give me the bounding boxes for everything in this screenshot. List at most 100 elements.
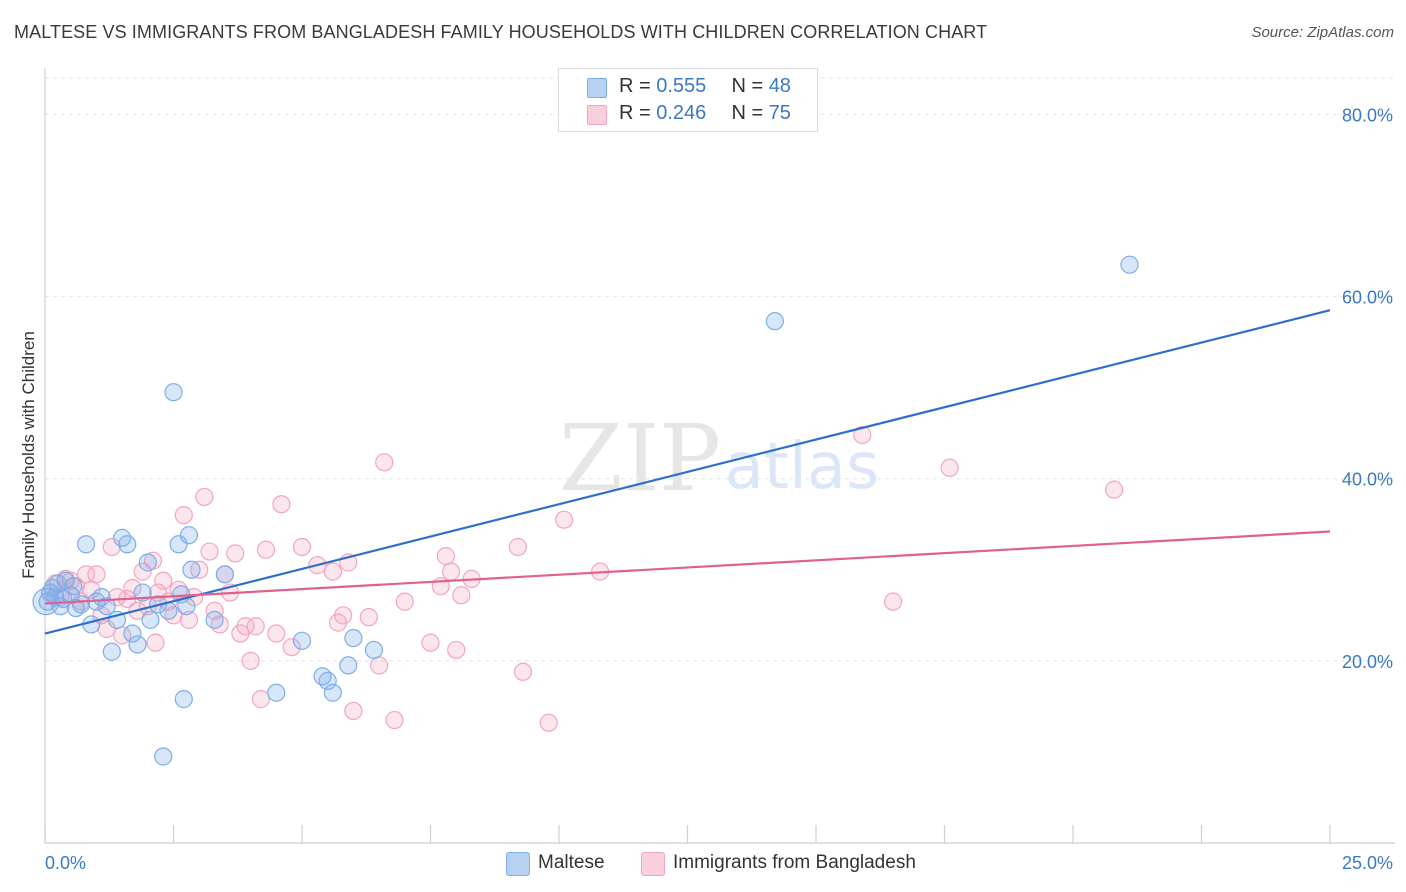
maltese-point bbox=[64, 577, 83, 596]
legend-r-label: R = bbox=[619, 102, 657, 124]
bangladesh-point bbox=[146, 633, 165, 652]
bangladesh-point bbox=[174, 506, 193, 525]
maltese-point bbox=[182, 560, 201, 579]
bangladesh-point bbox=[282, 638, 301, 657]
bangladesh-point bbox=[385, 710, 404, 730]
bangladesh-point bbox=[452, 586, 471, 605]
bangladesh-point bbox=[853, 425, 872, 445]
data-points bbox=[32, 255, 1139, 766]
bangladesh-point bbox=[123, 578, 142, 598]
maltese-point bbox=[344, 628, 363, 648]
bangladesh-point bbox=[513, 662, 533, 681]
series-swatch-maltese bbox=[506, 852, 530, 876]
bangladesh-point bbox=[323, 562, 342, 581]
series-swatch-bangladesh bbox=[641, 852, 665, 876]
maltese-point bbox=[164, 383, 183, 402]
legend-text-bangladesh: R = 0.246 N = 75 bbox=[619, 102, 791, 125]
maltese-point bbox=[292, 631, 312, 650]
legend-n-label: N = bbox=[731, 75, 769, 97]
bangladesh-point bbox=[334, 606, 353, 625]
legend-swatch-maltese bbox=[587, 78, 607, 98]
maltese-point bbox=[205, 610, 224, 629]
bangladesh-point bbox=[226, 544, 245, 563]
y-tick-label: 20.0% bbox=[1342, 652, 1393, 672]
bangladesh-point bbox=[154, 571, 173, 590]
legend-r-value: 0.555 bbox=[656, 75, 707, 97]
series-legend: Maltese Immigrants from Bangladesh bbox=[0, 850, 1406, 880]
bangladesh-point bbox=[883, 592, 903, 611]
y-axis-label: Family Households with Children bbox=[19, 331, 38, 579]
bangladesh-point bbox=[436, 547, 456, 566]
maltese-point bbox=[174, 690, 193, 709]
bangladesh-point bbox=[87, 565, 106, 584]
maltese-point bbox=[323, 683, 342, 702]
bangladesh-point bbox=[102, 537, 121, 557]
legend-n-value: 48 bbox=[768, 75, 791, 97]
legend-swatch-bangladesh bbox=[587, 105, 607, 125]
watermark: ZIP atlas bbox=[559, 405, 879, 512]
bangladesh-point bbox=[344, 701, 363, 721]
y-tick-label: 60.0% bbox=[1342, 288, 1393, 308]
legend-n-value: 75 bbox=[768, 102, 791, 124]
maltese-point bbox=[339, 656, 358, 675]
x-tick-label: 0.0% bbox=[45, 853, 86, 873]
bangladesh-point bbox=[539, 713, 558, 732]
bangladesh-point bbox=[375, 453, 394, 472]
maltese-point bbox=[102, 642, 121, 661]
watermark-zip: ZIP bbox=[559, 405, 721, 512]
maltese-point bbox=[97, 597, 116, 616]
maltese-point bbox=[77, 535, 96, 554]
bangladesh-point bbox=[292, 537, 312, 557]
legend-text-maltese: R = 0.555 N = 48 bbox=[619, 75, 791, 98]
bangladesh-point bbox=[236, 617, 255, 636]
bangladesh-point bbox=[370, 656, 389, 675]
maltese-trend-line bbox=[44, 309, 1331, 635]
bangladesh-point bbox=[267, 624, 286, 643]
legend-r-label: R = bbox=[619, 75, 657, 97]
chart-title: MALTESE VS IMMIGRANTS FROM BANGLADESH FA… bbox=[14, 22, 988, 42]
x-tick-label: 25.0% bbox=[1342, 853, 1393, 873]
bangladesh-point bbox=[555, 510, 574, 529]
bangladesh-point bbox=[508, 537, 527, 557]
bangladesh-point bbox=[190, 560, 209, 579]
bangladesh-point bbox=[200, 542, 219, 561]
bangladesh-point bbox=[447, 640, 466, 660]
bangladesh-point bbox=[205, 601, 224, 620]
bangladesh-point bbox=[359, 608, 378, 627]
maltese-point bbox=[1120, 255, 1139, 274]
maltese-point bbox=[169, 535, 188, 554]
axes bbox=[44, 68, 1395, 844]
maltese-point bbox=[138, 553, 157, 572]
maltese-point bbox=[123, 624, 142, 643]
bangladesh-point bbox=[1105, 480, 1124, 499]
maltese-point bbox=[179, 526, 199, 545]
bangladesh-point bbox=[441, 562, 461, 581]
maltese-point bbox=[364, 640, 384, 660]
bangladesh-point bbox=[421, 633, 440, 652]
bangladesh-point bbox=[246, 617, 265, 636]
correlation-legend: R = 0.555 N = 48 R = 0.246 N = 75 bbox=[558, 68, 818, 132]
maltese-point bbox=[141, 610, 160, 629]
bangladesh-point bbox=[272, 495, 291, 514]
maltese-point bbox=[154, 747, 173, 766]
maltese-point bbox=[118, 535, 137, 554]
maltese-point bbox=[32, 588, 60, 616]
maltese-point bbox=[318, 671, 337, 690]
maltese-point bbox=[267, 683, 286, 702]
legend-r-value: 0.246 bbox=[656, 102, 707, 124]
chart-source: Source: ZipAtlas.com bbox=[1251, 24, 1394, 41]
gridlines bbox=[45, 77, 1395, 662]
bangladesh-point bbox=[940, 458, 959, 477]
series-label-maltese: Maltese bbox=[538, 852, 605, 873]
y-tick-label: 40.0% bbox=[1342, 470, 1393, 490]
series-label-bangladesh: Immigrants from Bangladesh bbox=[673, 852, 916, 873]
bangladesh-point bbox=[179, 610, 199, 629]
bangladesh-trend-line bbox=[44, 530, 1331, 605]
bangladesh-point bbox=[395, 592, 414, 611]
bangladesh-point bbox=[241, 651, 260, 670]
tick-labels: 20.0% 40.0% 60.0% 80.0% 0.0% 25.0% bbox=[45, 105, 1393, 873]
bangladesh-point bbox=[195, 487, 214, 507]
y-tick-label: 80.0% bbox=[1342, 105, 1393, 125]
maltese-point bbox=[71, 595, 91, 614]
